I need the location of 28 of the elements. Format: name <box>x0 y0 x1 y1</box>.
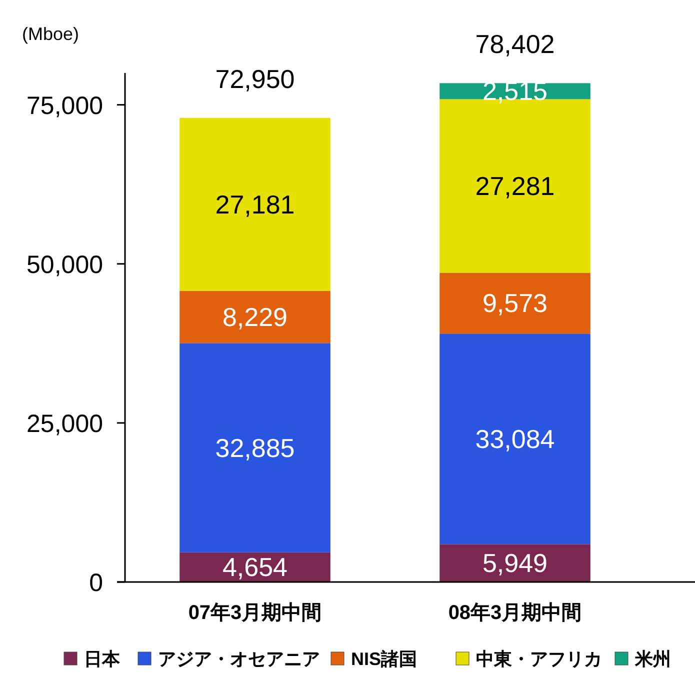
y-tick-label: 25,000 <box>26 410 103 438</box>
y-tick-label: 50,000 <box>26 250 103 279</box>
legend-label: 日本 <box>84 649 121 669</box>
y-tick-label: 0 <box>89 569 103 597</box>
data-label: 27,281 <box>475 170 555 201</box>
data-label: 9,573 <box>482 288 548 318</box>
legend-label: アジア・オセアニア <box>158 649 320 669</box>
data-label: 32,885 <box>215 432 295 463</box>
bar <box>180 343 330 552</box>
total-label: 78,402 <box>475 29 555 60</box>
legend-label: 中東・アフリカ <box>476 649 602 669</box>
legend-label: 米州 <box>634 649 671 669</box>
x-tick-label: 07年3月期中間 <box>188 602 322 624</box>
data-label: 27,181 <box>215 189 295 220</box>
data-label: 8,229 <box>222 302 288 332</box>
total-label: 72,950 <box>215 64 295 94</box>
bar <box>440 544 590 582</box>
data-label: 4,654 <box>222 552 288 582</box>
bar <box>180 118 330 291</box>
y-tick-label: 75,000 <box>26 92 103 120</box>
legend-label: NIS諸国 <box>351 649 418 669</box>
bar <box>180 290 330 344</box>
bar <box>440 272 590 334</box>
data-label: 33,084 <box>475 424 555 454</box>
x-tick-label: 08年3月期中間 <box>448 602 582 624</box>
y-axis-title: (Mboe) <box>22 24 80 44</box>
bar <box>440 334 590 544</box>
data-label: 5,949 <box>482 548 548 578</box>
